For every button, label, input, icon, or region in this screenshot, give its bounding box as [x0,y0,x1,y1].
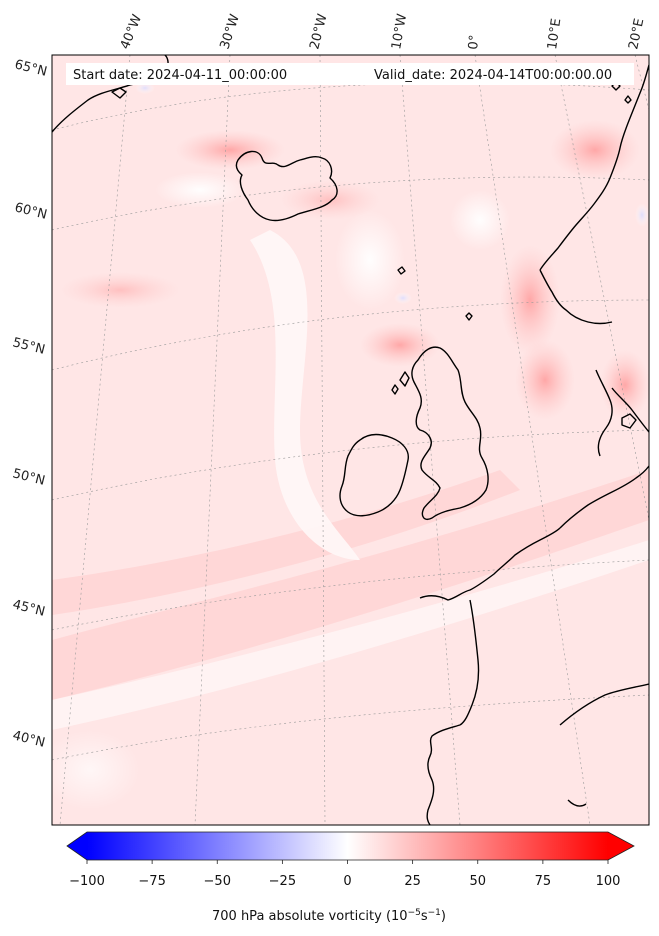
colorbar-tick-label: −100 [69,874,105,889]
france-coast [419,527,561,726]
lon-label-20e: 20°E [626,17,647,51]
lon-label-10e: 10°E [545,18,564,51]
lon-label-10w: 10°W [389,13,410,51]
colorbar-ticks: −100 −75 −50 −25 0 25 50 75 100 [69,860,620,889]
lat-label-60n: 60°N [13,200,48,222]
colorbar-tick-label: 100 [596,874,621,889]
europe-coast [559,465,649,529]
colorbar-tick-label: 75 [535,874,552,889]
colorbar-tick-label: −25 [269,874,296,889]
lon-label-30w: 30°W [218,12,243,51]
lon-label-40w: 40°W [118,12,145,51]
longitude-labels: 40°W 30°W 20°W 10°W 0° 10°E 20°E [118,12,648,51]
vorticity-field [52,55,649,825]
colorbar-min-arrow [67,832,87,860]
colorbar-tick-label: 50 [469,874,486,889]
coastlines [52,55,649,825]
map-frame [51,54,650,826]
ireland-coast [339,433,409,517]
start-date-label: Start date: 2024-04-11_00:00:00 [73,68,287,83]
colorbar-tick-label: 25 [404,874,421,889]
colorbar-tick-label: −50 [204,874,231,889]
norway-coast [539,64,649,325]
lon-label-20w: 20°W [307,12,330,51]
colorbar-max-arrow [608,832,634,860]
lat-label-45n: 45°N [11,597,46,619]
colorbar-tick-label: −75 [138,874,165,889]
iberia-coast [426,724,461,825]
colorbar: −100 −75 −50 −25 0 25 50 75 100 700 hPa absolute… [66,831,635,924]
lat-label-55n: 55°N [11,335,46,357]
graticule [52,55,649,825]
valid-date-label: Valid_date: 2024-04-14T00:00:00.00 [374,68,612,83]
lat-label-50n: 50°N [11,466,46,488]
latitude-labels: 65°N 60°N 55°N 50°N 45°N 40°N [11,57,48,750]
header-strip [66,63,634,85]
colorbar-title: 700 hPa absolute vorticity (10−5s−1) [212,908,446,924]
lat-label-65n: 65°N [13,57,48,79]
colorbar-gradient [87,832,608,860]
lat-label-40n: 40°N [11,728,46,750]
colorbar-tick-label: 0 [343,874,351,889]
iceland-coast [235,150,338,222]
great-britain-coast [411,346,489,520]
lon-label-0: 0° [466,34,482,50]
